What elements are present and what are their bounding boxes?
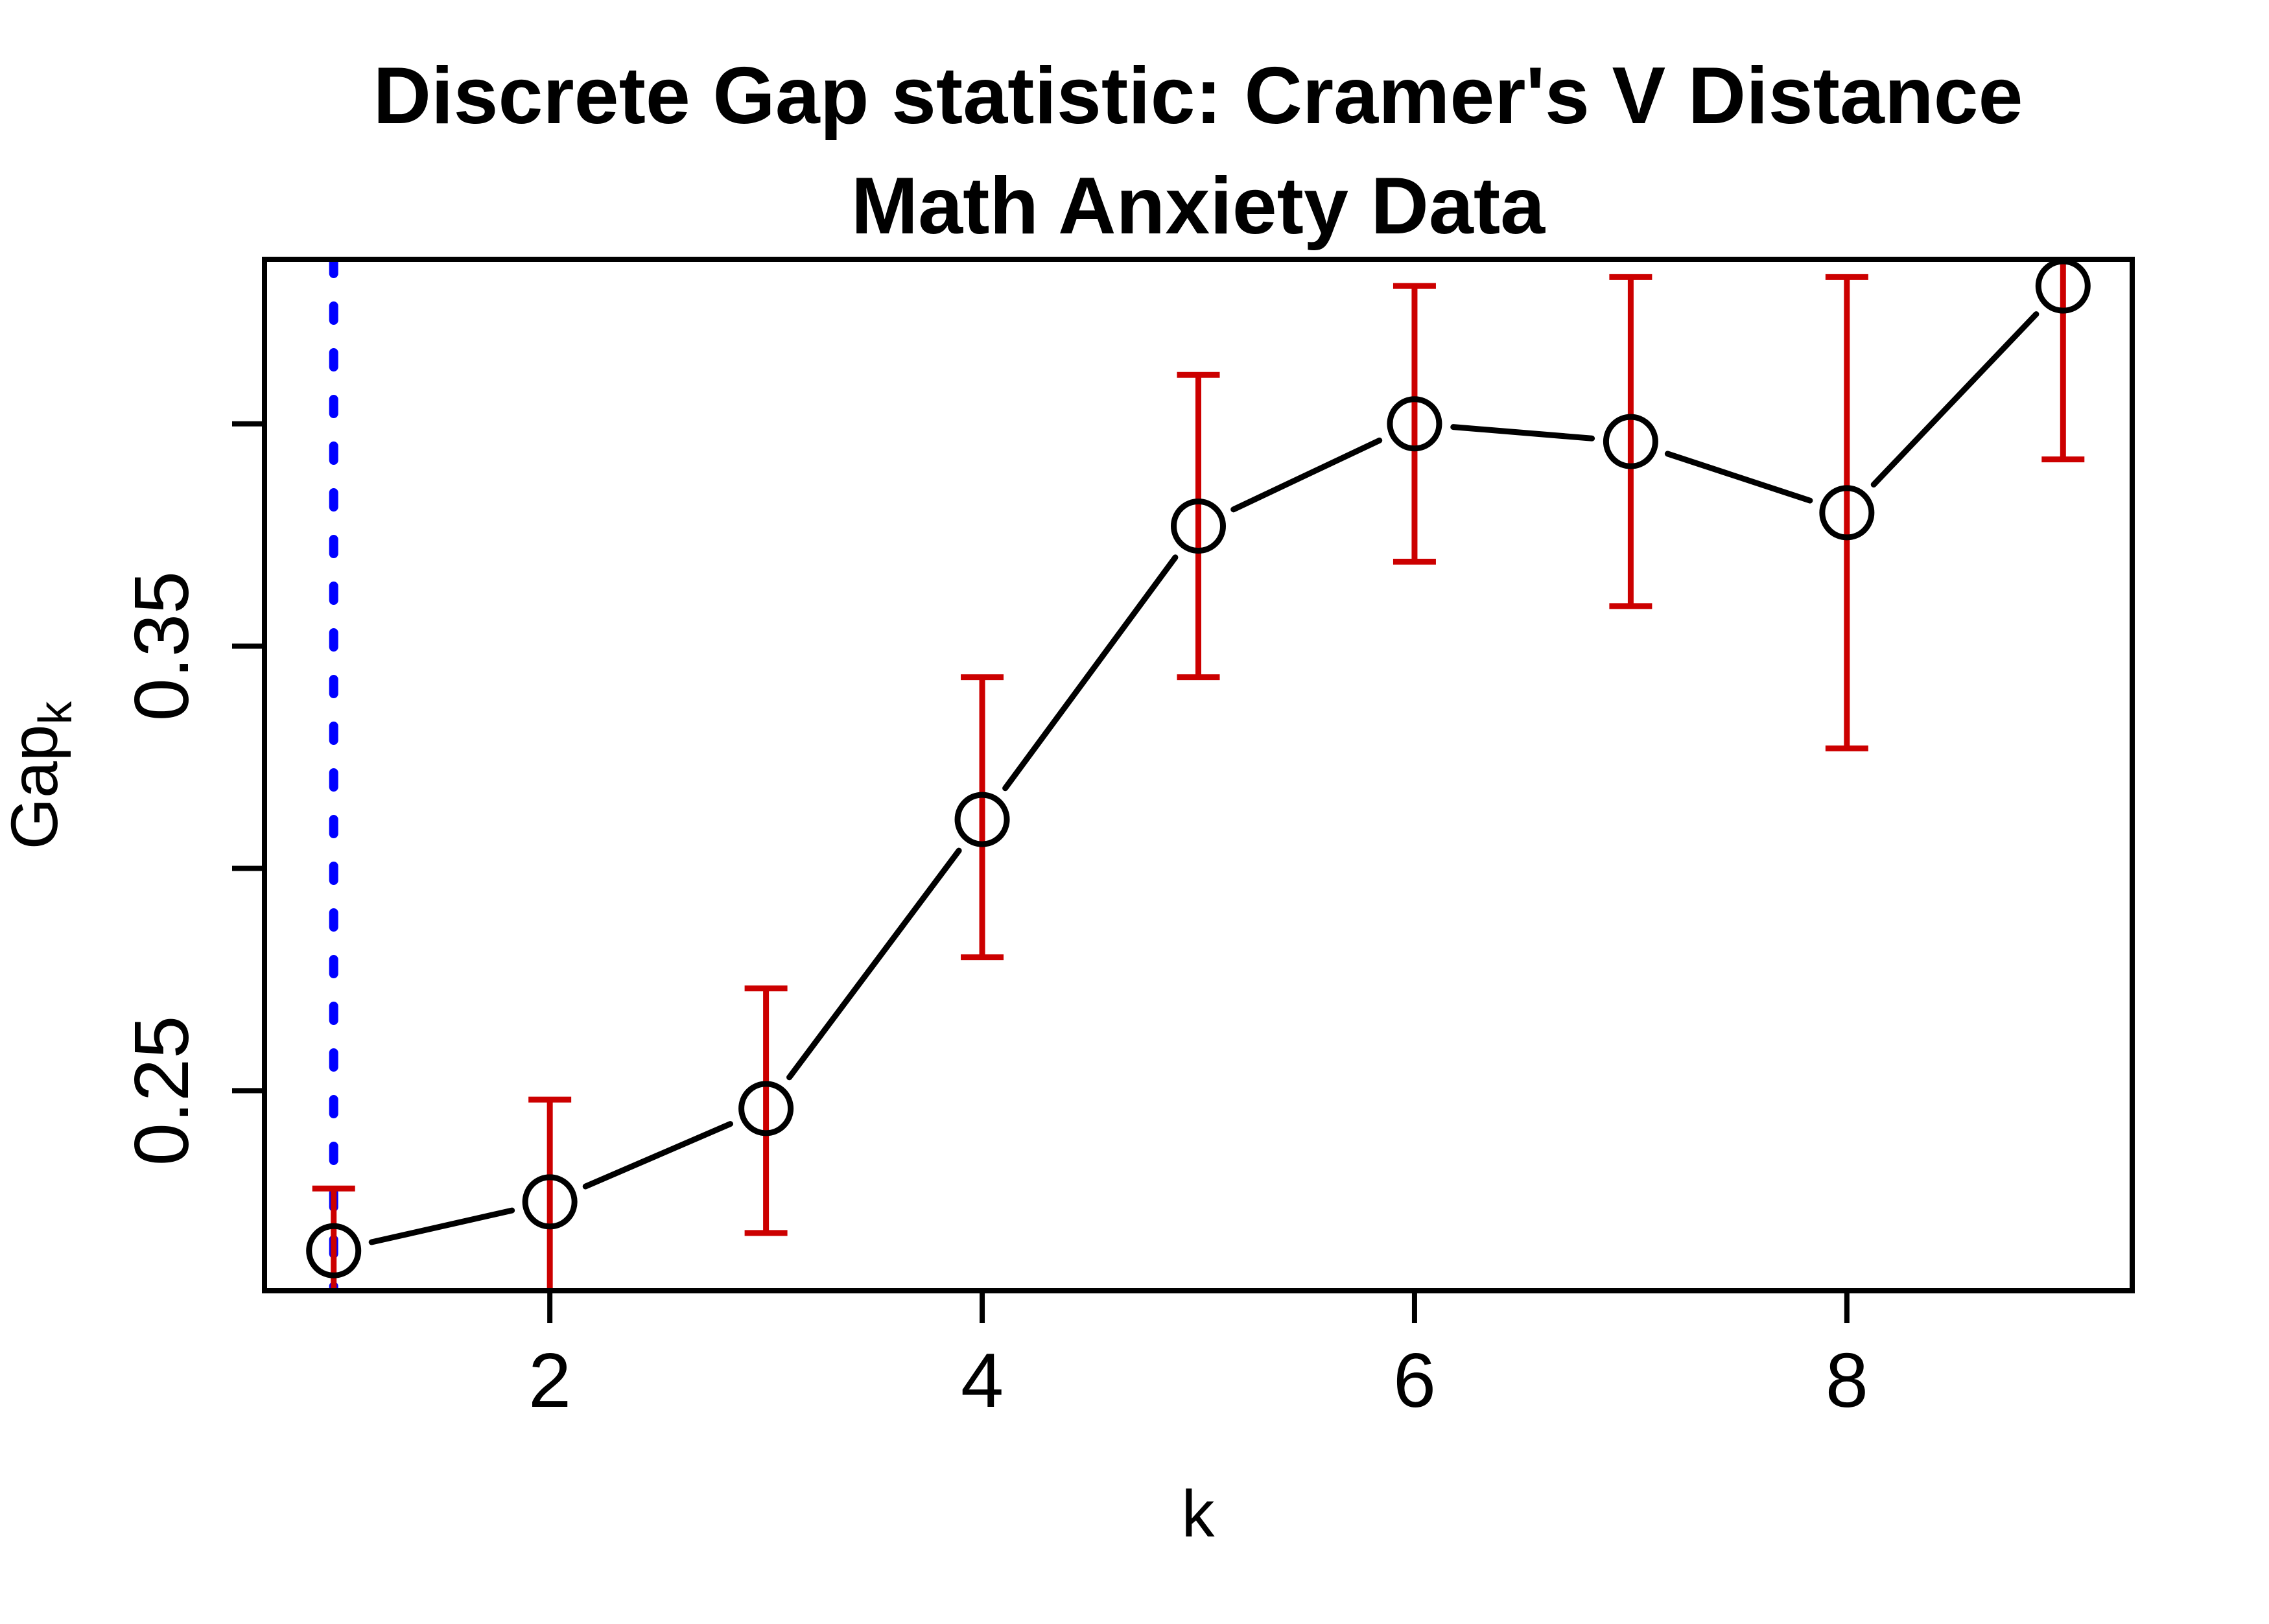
series-segment xyxy=(1870,311,2040,488)
series-segment xyxy=(1002,554,1179,792)
y-axis-label: Gapk xyxy=(0,701,82,850)
series-line-layer xyxy=(368,311,2040,1245)
plot-box xyxy=(262,257,2135,1293)
data-point xyxy=(1387,396,1442,452)
x-axis-label: k xyxy=(1182,1477,1216,1551)
y-axis-label-subscript: k xyxy=(30,701,82,725)
series-segment xyxy=(786,847,962,1081)
y-tick-label: 0.35 xyxy=(119,571,205,722)
y-axis-label-main: Gap xyxy=(0,725,71,850)
series-segment xyxy=(1664,451,1813,504)
series-segment xyxy=(368,1207,515,1245)
series-segment xyxy=(582,1121,734,1190)
data-point xyxy=(738,1081,794,1136)
x-tick-label: 8 xyxy=(1826,1337,1868,1424)
data-point xyxy=(522,1174,578,1230)
data-points-layer xyxy=(306,259,2091,1278)
series-segment xyxy=(1230,437,1383,513)
chart-title-line1: Discrete Gap statistic: Cramer's V Dista… xyxy=(373,51,2023,141)
x-tick-label: 6 xyxy=(1393,1337,1436,1424)
chart-title-line2: Math Anxiety Data xyxy=(851,161,1546,251)
series-segment xyxy=(1450,424,1595,441)
data-point xyxy=(1603,414,1658,469)
y-tick-label: 0.25 xyxy=(119,1016,205,1166)
axes-layer: 2 4 6 8 0.25 0.35 xyxy=(119,421,1868,1424)
data-point xyxy=(1819,485,1875,541)
x-tick-label: 4 xyxy=(961,1337,1004,1424)
x-tick-label: 2 xyxy=(528,1337,571,1424)
error-bars-layer xyxy=(312,259,2085,1291)
data-point xyxy=(954,792,1010,847)
data-point xyxy=(1171,498,1226,554)
data-point xyxy=(306,1223,362,1278)
